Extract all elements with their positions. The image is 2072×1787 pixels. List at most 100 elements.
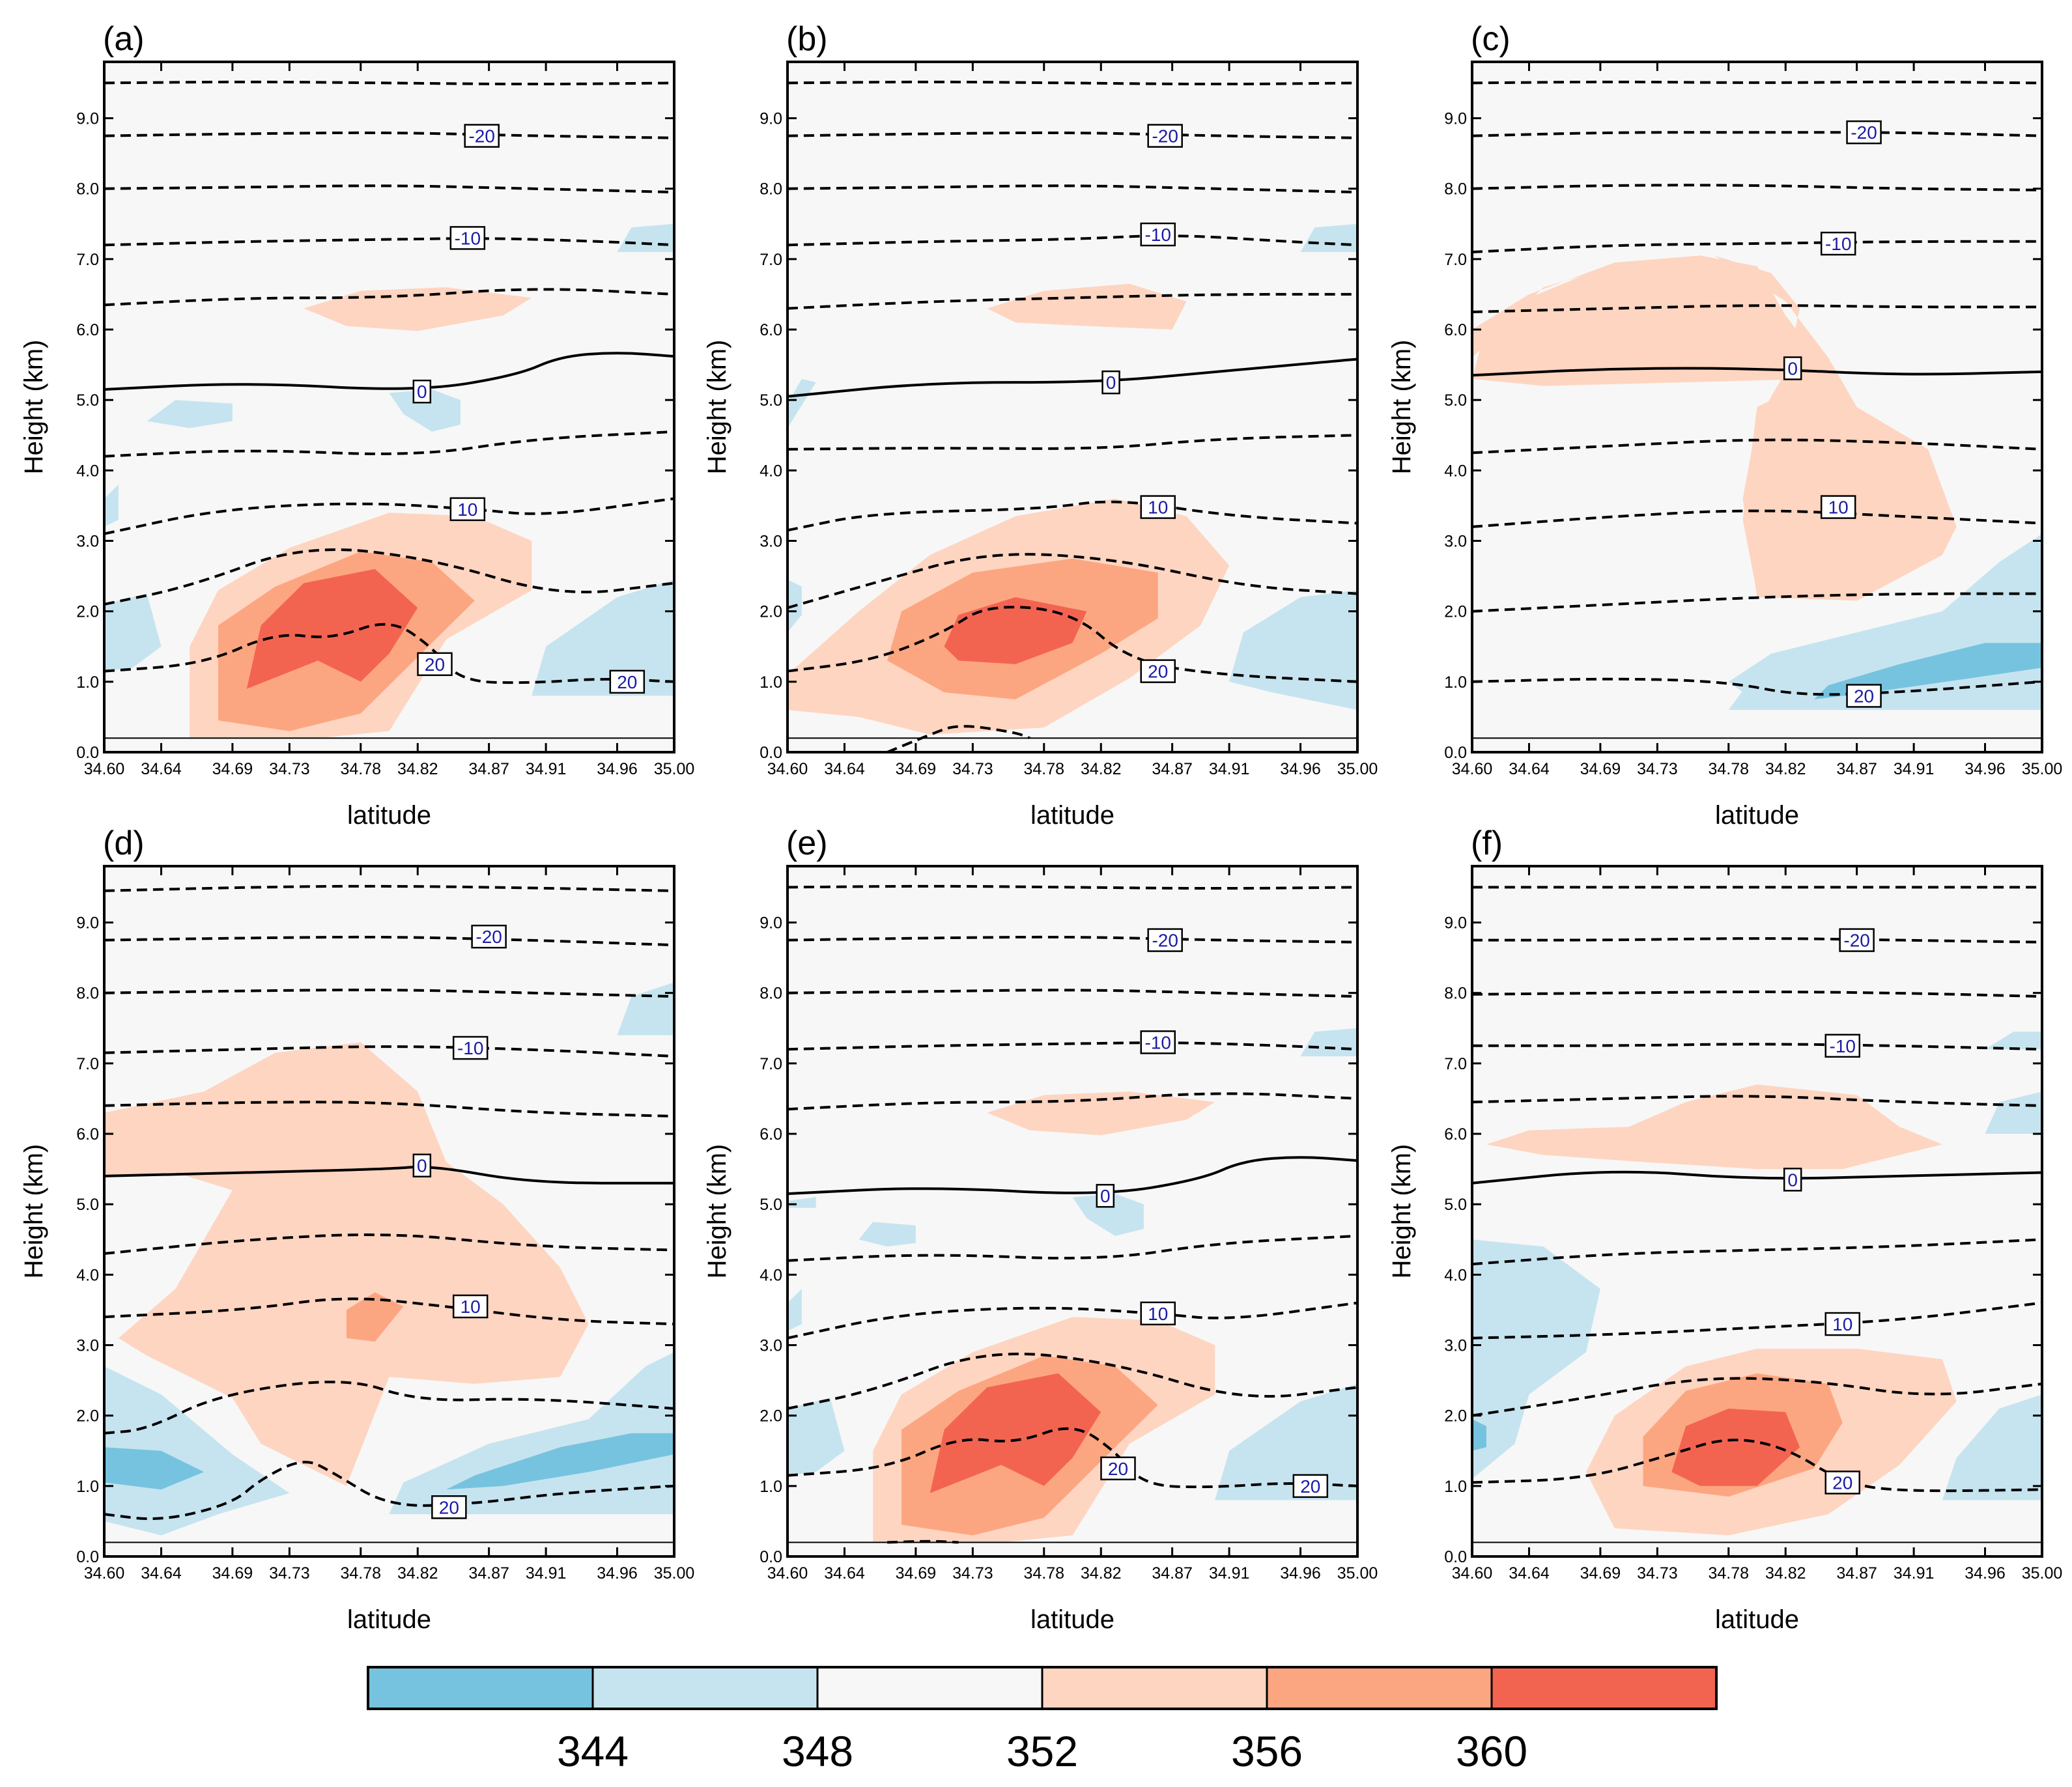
x-tick-label: 34.64	[824, 1564, 865, 1583]
shaded-region	[104, 593, 162, 671]
contour-label: -10	[1830, 1036, 1856, 1056]
plot-area: -20 -10 0 10 20	[1472, 80, 2042, 739]
colorbar-label: 360	[1456, 1727, 1527, 1775]
temperature-contour	[788, 500, 1357, 532]
x-tick-label: 34.60	[1452, 1564, 1493, 1583]
shaded-region	[147, 400, 233, 429]
x-tick-label: 34.69	[1580, 760, 1621, 778]
x-tick-label: 35.00	[2022, 760, 2063, 778]
y-tick-label: 8.0	[1444, 985, 1467, 1003]
shaded-region	[104, 1366, 290, 1536]
contour-label-box	[1292, 1474, 1329, 1499]
x-tick-label: 34.91	[1894, 760, 1935, 778]
shaded-region	[104, 485, 119, 527]
x-axis-label: latitude	[1030, 1605, 1114, 1634]
x-tick-label: 34.60	[767, 760, 808, 778]
y-tick-label: 7.0	[759, 1055, 782, 1073]
temperature-contour	[1472, 304, 2042, 313]
contour-label-box	[1783, 356, 1802, 380]
temperature-contour	[887, 1540, 959, 1544]
contour-label-box	[1101, 370, 1120, 395]
panel-frame	[103, 61, 675, 753]
temperature-contour	[1472, 592, 2042, 613]
contour-label: 10	[461, 1297, 481, 1317]
x-tick-label: 34.78	[340, 760, 381, 778]
temperature-contour	[1472, 991, 2042, 998]
x-tick-label: 34.64	[1509, 760, 1550, 778]
x-tick-label: 34.82	[1081, 760, 1122, 778]
contour-label: 0	[417, 382, 427, 402]
y-tick-label: 1.0	[759, 1478, 782, 1496]
contour-label-box	[1100, 1456, 1136, 1481]
x-tick-label: 35.00	[1337, 1564, 1378, 1583]
contour-label-box	[1140, 659, 1176, 683]
temperature-contour	[104, 935, 674, 947]
contour-label: 0	[1106, 373, 1116, 393]
x-tick-label: 35.00	[654, 760, 695, 778]
temperature-contour	[788, 292, 1357, 310]
y-tick-label: 5.0	[1444, 1196, 1467, 1214]
temperature-contour	[104, 1045, 674, 1058]
shaded-region	[859, 1222, 916, 1247]
shaded-region	[788, 1289, 802, 1331]
temperature-contour	[104, 430, 674, 458]
y-tick-label: 3.0	[1444, 1337, 1467, 1355]
x-tick-label: 35.00	[2022, 1564, 2063, 1583]
temperature-contour	[1472, 131, 2042, 137]
contour-label: 20	[1300, 1476, 1320, 1497]
temperature-contour	[1472, 677, 2042, 696]
temperature-contour	[1472, 1301, 2042, 1340]
x-tick-label: 34.87	[1152, 760, 1193, 778]
y-tick-label: 2.0	[1444, 603, 1467, 621]
x-tick-label: 34.87	[1152, 1564, 1193, 1583]
temperature-contour	[887, 725, 1031, 752]
x-tick-label: 34.96	[1280, 1564, 1321, 1583]
shaded-region	[104, 1042, 589, 1486]
y-tick-label: 2.0	[759, 1407, 782, 1426]
x-tick-label: 34.96	[597, 1564, 638, 1583]
contour-label-box	[1824, 1034, 1860, 1058]
contour-label: -20	[1152, 931, 1178, 951]
colorbar-swatch	[1041, 1666, 1268, 1710]
x-tick-label: 34.82	[1765, 1564, 1806, 1583]
contour-label-box	[1824, 1312, 1860, 1336]
x-tick-label: 34.87	[1836, 760, 1877, 778]
x-tick-label: 34.96	[597, 760, 638, 778]
contour-label: 20	[1108, 1459, 1128, 1479]
panel-label: (c)	[1471, 20, 1511, 58]
contour-label: 0	[417, 1156, 427, 1176]
y-tick-label: 3.0	[759, 1337, 782, 1355]
x-tick-label: 34.64	[824, 760, 865, 778]
x-axis-label: latitude	[347, 1605, 431, 1634]
x-tick-label: 34.78	[340, 1564, 381, 1583]
temperature-contour	[1472, 1439, 2042, 1493]
temperature-contour	[104, 548, 674, 606]
shaded-region	[446, 1433, 674, 1490]
contour-label: 20	[439, 1497, 459, 1517]
panel: -20 -10 0 10 20 20 34.60 34.64 34.69 34.73 34.78 34…	[20, 20, 694, 830]
shaded-region	[104, 1447, 205, 1490]
panel-label: (d)	[103, 824, 145, 862]
y-tick-label: 3.0	[76, 1337, 99, 1355]
x-axis-label: latitude	[1715, 801, 1799, 830]
temperature-contour	[788, 1353, 1357, 1410]
contour-label: 20	[1148, 662, 1168, 682]
y-tick-label: 2.0	[759, 603, 782, 621]
temperature-contour	[788, 553, 1357, 610]
y-tick-label: 0.0	[759, 1548, 782, 1566]
x-tick-label: 34.82	[1765, 760, 1806, 778]
temperature-contour	[788, 234, 1357, 247]
contour-label-box	[1839, 928, 1875, 952]
temperature-contour	[788, 606, 1357, 683]
colorbar-label: 348	[782, 1727, 853, 1775]
contour-label-box	[471, 924, 507, 949]
y-tick-label: 2.0	[1444, 1407, 1467, 1426]
y-tick-label: 5.0	[76, 1196, 99, 1214]
x-tick-label: 34.91	[526, 1564, 567, 1583]
colorbar-swatch	[816, 1666, 1043, 1710]
contour-label: -20	[475, 927, 502, 947]
temperature-contour	[1472, 937, 2042, 944]
panel: -20 -10 0 10 20 20 34.60 34.64 34.69 34.73 34.78 34…	[703, 824, 1378, 1634]
y-tick-label: 8.0	[759, 985, 782, 1003]
colorbar: 344 348 352 356 360	[367, 1666, 1718, 1775]
